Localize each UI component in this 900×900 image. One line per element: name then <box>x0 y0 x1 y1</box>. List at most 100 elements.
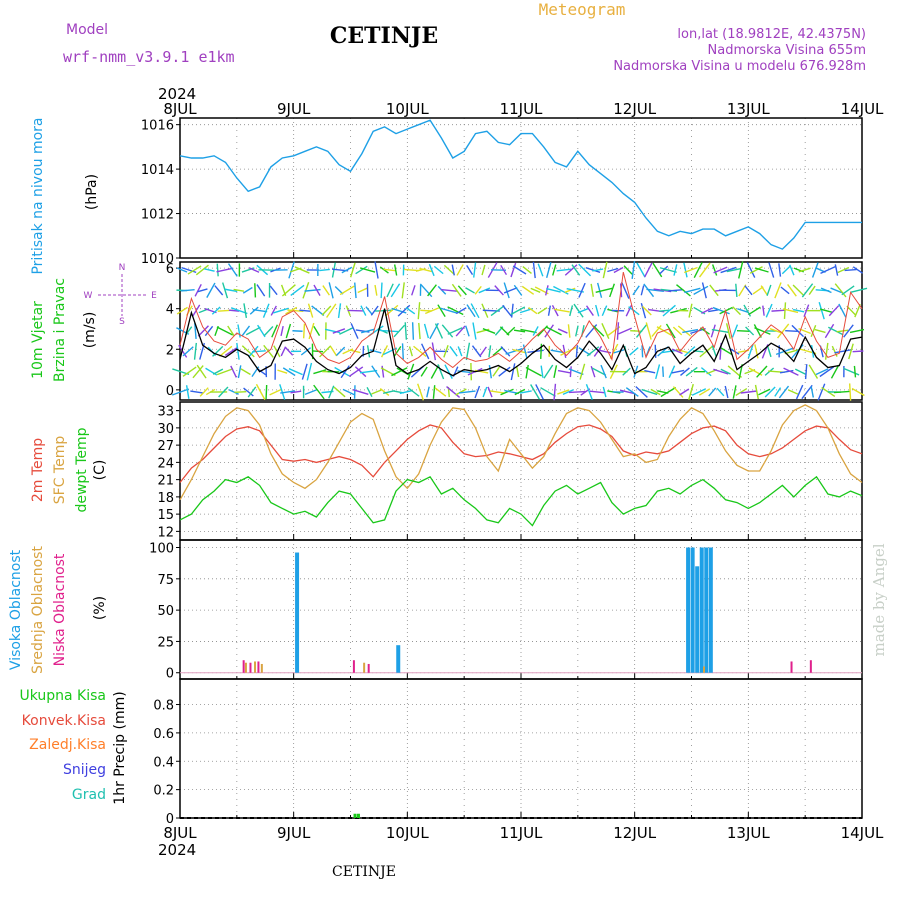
wind-arrow <box>280 325 284 337</box>
wind-arrow <box>369 349 382 354</box>
wind-arrow <box>537 325 549 337</box>
wind-arrow <box>194 322 197 340</box>
wind-arrow <box>506 326 516 336</box>
wind-arrow <box>585 383 593 401</box>
wind-arrow <box>838 303 847 318</box>
station-title: CETINJE <box>330 23 438 49</box>
wind-arrow <box>262 303 270 318</box>
cloud-bar <box>790 661 793 673</box>
wind-arrow <box>366 345 371 358</box>
wind-arrow <box>631 261 636 279</box>
wind-arrow <box>676 284 691 297</box>
wind-arrow <box>708 309 719 313</box>
pressure-unit: (hPa) <box>84 174 100 210</box>
wind-arrow <box>500 264 508 276</box>
wind-arrow <box>290 284 305 296</box>
wind-arrow <box>732 385 737 399</box>
wind-arrow <box>457 346 463 357</box>
wind-arrow <box>553 383 557 401</box>
wind-arrow <box>758 388 771 396</box>
wind-arrow <box>628 306 640 316</box>
wind-arrow <box>451 283 462 297</box>
wind-arrow <box>408 346 413 357</box>
wind-arrow <box>349 262 356 278</box>
wind-arrow <box>834 283 847 298</box>
wind-arrow <box>287 309 304 313</box>
wind-arrow <box>319 268 330 272</box>
y-tick-label: 1016 <box>141 119 174 134</box>
wind-arrow <box>782 308 799 314</box>
wind-arrow <box>302 323 306 339</box>
wind-arrow <box>218 386 229 398</box>
wind-arrow <box>433 265 444 275</box>
wind-arrow <box>618 327 632 335</box>
wind-arrow <box>457 285 467 296</box>
year-bottom: 2024 <box>158 841 196 859</box>
wind-arrow <box>354 366 367 378</box>
wind-arrow <box>419 283 433 298</box>
wind-arrow <box>771 309 786 312</box>
wind-arrow <box>540 387 556 397</box>
wind-arrow <box>206 282 216 298</box>
wind-arrow <box>679 388 690 396</box>
wind-arrow <box>684 287 701 294</box>
y-tick-label: 12 <box>157 525 174 540</box>
model-label: Model <box>66 22 108 38</box>
wind-arrow <box>731 324 739 338</box>
wind-arrow <box>830 287 843 294</box>
wind-arrow <box>569 305 574 317</box>
legend-conv: Konvek.Kisa <box>22 713 106 729</box>
cloud-bar <box>295 552 300 673</box>
wind-arrow <box>698 262 711 278</box>
y-tick-label: 27 <box>157 439 174 454</box>
wind-arrow <box>747 344 754 359</box>
wind-arrow <box>701 282 707 299</box>
wind-arrow <box>176 306 188 315</box>
wind-arrow <box>216 326 234 336</box>
wind-arrow <box>753 324 762 338</box>
wind-arrow <box>557 328 568 334</box>
wind-arrow <box>513 329 526 333</box>
wind-arrow <box>284 346 294 356</box>
wind-arrow <box>814 328 826 334</box>
wind-arrow <box>228 309 240 312</box>
wind-arrow <box>197 325 209 337</box>
wind-arrow <box>789 264 795 276</box>
wind-arrow <box>474 285 482 295</box>
wind-arrow <box>380 345 389 358</box>
wind-arrow <box>390 283 401 298</box>
wind-arrow <box>577 307 589 314</box>
wind-arrow <box>553 285 569 295</box>
wind-arrow <box>247 386 257 398</box>
wind-arrow <box>537 307 548 315</box>
wind-arrow <box>556 268 572 272</box>
wind-arrow <box>185 385 190 399</box>
wind-arrow <box>216 263 219 277</box>
wind-arrow <box>237 324 241 338</box>
cloud-bar <box>690 547 695 673</box>
precip-ylabel: 1hr Precip (mm) <box>112 691 128 804</box>
wind-arrow <box>635 324 648 338</box>
wind-arrow <box>609 283 615 298</box>
x-day-label-bottom: 13JUL <box>727 824 770 842</box>
wind-arrow <box>828 305 840 317</box>
wind-arrow <box>212 345 224 357</box>
wind-arrow <box>600 364 607 379</box>
wind-arrow <box>766 345 772 358</box>
wind-arrow <box>693 285 709 295</box>
wind-arrow <box>740 390 758 394</box>
wind-arrow <box>713 368 729 375</box>
wind-arrow <box>437 364 445 380</box>
wind-arrow <box>328 282 334 299</box>
wind-arrow <box>304 388 318 396</box>
wind-arrow <box>853 365 857 378</box>
wind-arrow <box>837 266 850 274</box>
wind-arrow <box>640 285 645 296</box>
wind-arrow <box>607 267 619 273</box>
wind-arrow <box>662 304 676 317</box>
wind-arrow <box>312 350 324 353</box>
x-day-label-top: 11JUL <box>500 100 543 118</box>
wind-arrow <box>819 308 833 313</box>
wind-arrow <box>265 384 268 400</box>
wind-arrow <box>642 305 652 316</box>
